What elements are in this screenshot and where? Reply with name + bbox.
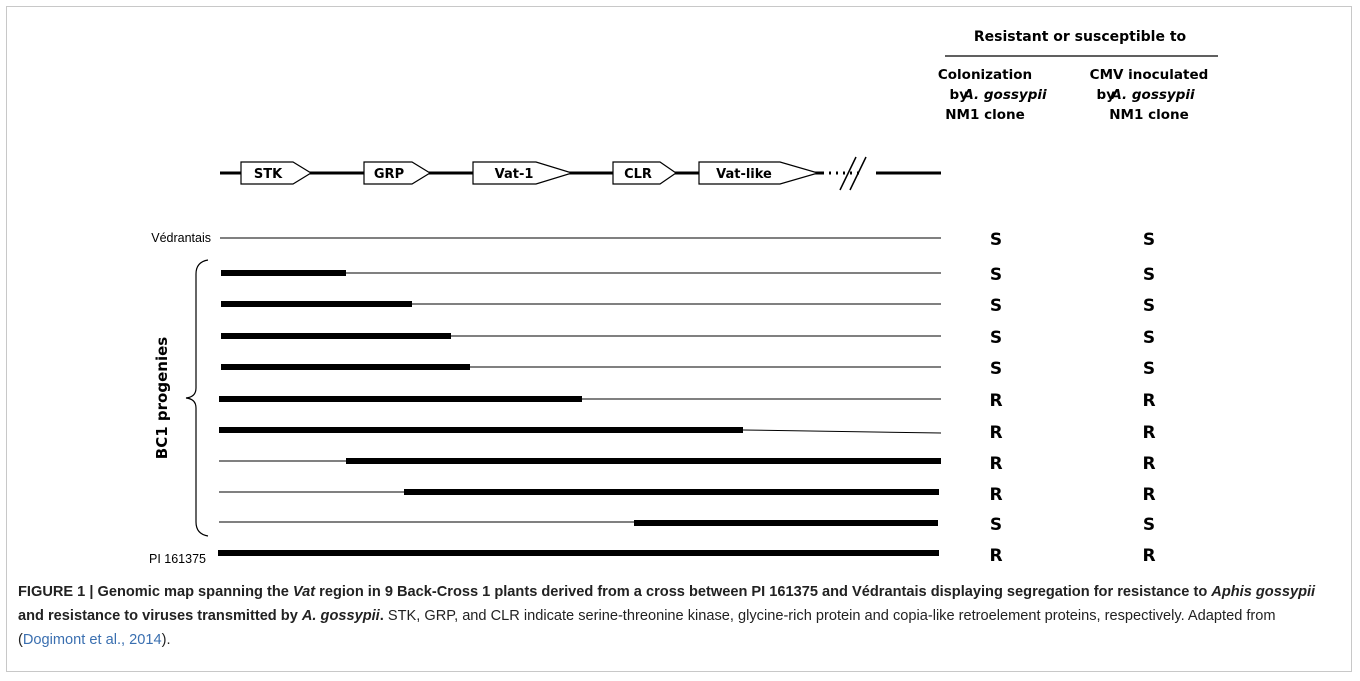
svg-text:STK: STK <box>254 167 283 182</box>
row-col2: R <box>1142 391 1155 411</box>
header-col1-line3: A. gossypii <box>962 87 1047 103</box>
header-col2-line1: CMV inoculated <box>1090 67 1209 83</box>
caption-title-3: and resistance to viruses transmitted by <box>18 608 302 624</box>
caption-title-2: region in 9 Back-Cross 1 plants derived … <box>315 584 1212 600</box>
row-5: R R <box>219 391 1156 411</box>
row-col1: R <box>989 391 1002 411</box>
row-1: S S <box>221 265 1155 285</box>
gene-grp: GRP <box>363 161 432 185</box>
gene-vat-like: Vat-like <box>698 161 821 185</box>
row-label: Védrantais <box>151 231 211 245</box>
row-2: S S <box>221 296 1155 316</box>
row-col2: S <box>1143 230 1155 250</box>
caption-title-aphis: Aphis gossypii <box>1211 584 1316 600</box>
row-col1: S <box>990 265 1002 285</box>
row-col2: S <box>1143 359 1155 379</box>
row-col2: S <box>1143 515 1155 535</box>
caption-title-1: Genomic map spanning the <box>97 584 293 600</box>
row-col1: R <box>989 423 1002 443</box>
row-10: PI 161375 R R <box>149 546 1156 566</box>
row-col2: S <box>1143 328 1155 348</box>
figure-caption: FIGURE 1 | Genomic map spanning the Vat … <box>18 580 1343 652</box>
row-6: R R <box>219 423 1156 443</box>
row-col1: S <box>990 328 1002 348</box>
row-col1: S <box>990 515 1002 535</box>
gene-stk: STK <box>240 161 313 185</box>
row-4: S S <box>221 359 1155 379</box>
svg-text:Vat-1: Vat-1 <box>495 167 534 182</box>
caption-title-ag: A. gossypii <box>301 608 380 624</box>
svg-text:Vat-like: Vat-like <box>716 167 772 182</box>
caption-title-vat: Vat <box>292 584 316 600</box>
header-col2: CMV inoculated by A. gossypii NM1 clone <box>1090 67 1209 123</box>
svg-text:GRP: GRP <box>374 167 404 182</box>
row-col1: S <box>990 230 1002 250</box>
header-group-title: Resistant or susceptible to <box>974 29 1187 45</box>
row-col1: R <box>989 546 1002 566</box>
header-col1-line1: Colonization <box>938 67 1032 83</box>
row-col1: R <box>989 485 1002 505</box>
row-col2: R <box>1142 454 1155 474</box>
header-col1-line2: by <box>950 87 969 103</box>
row-col1: S <box>990 359 1002 379</box>
row-9: S S <box>219 515 1155 535</box>
row-0: Védrantais S S <box>151 230 1155 250</box>
row-col2: R <box>1142 485 1155 505</box>
gene-map: STK GRP Vat-1 CLR Vat-like <box>220 156 941 191</box>
row-3: S S <box>221 328 1155 348</box>
caption-title-4: . <box>379 608 384 624</box>
caption-citation-link[interactable]: Dogimont et al., 2014 <box>22 632 162 648</box>
row-7: R R <box>219 454 1156 474</box>
gene-clr: CLR <box>612 161 678 185</box>
row-col2: R <box>1142 423 1155 443</box>
row-label: PI 161375 <box>149 552 206 566</box>
row-col1: R <box>989 454 1002 474</box>
row-col2: S <box>1143 296 1155 316</box>
row-8: R R <box>219 485 1156 505</box>
row-col2: R <box>1142 546 1155 566</box>
svg-text:CLR: CLR <box>624 167 652 182</box>
header-col2-line4: NM1 clone <box>1109 107 1189 123</box>
header-col1: Colonization by A. gossypii NM1 clone <box>938 67 1047 123</box>
header-col2-line3: A. gossypii <box>1110 87 1195 103</box>
header-col2-line2: by <box>1097 87 1116 103</box>
caption-body: STK, GRP, and CLR indicate serine-threon… <box>18 608 1276 648</box>
row-col1: S <box>990 296 1002 316</box>
bc1-bracket <box>185 259 209 537</box>
gene-vat-1: Vat-1 <box>472 161 575 185</box>
bracket-label: BC1 progenies <box>153 337 171 459</box>
row-col2: S <box>1143 265 1155 285</box>
header-col1-line4: NM1 clone <box>945 107 1025 123</box>
caption-end: ). <box>161 632 171 648</box>
caption-fig-label: FIGURE 1 | <box>18 584 98 600</box>
